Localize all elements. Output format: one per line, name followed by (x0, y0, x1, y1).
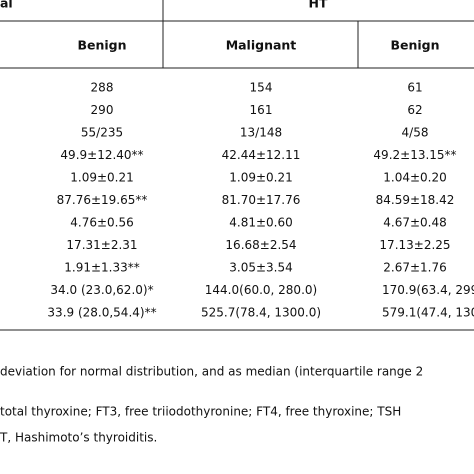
cell: 61 (407, 81, 422, 95)
cell: 170.9(63.4, 299.3 (382, 283, 474, 297)
cell: 16.68±2.54 (225, 238, 296, 252)
cell: 17.13±2.25 (379, 238, 450, 252)
group-header: al (0, 0, 13, 11)
cell: 4/58 (402, 126, 429, 140)
cell: 161 (250, 103, 273, 117)
cell: 84.59±18.42 (376, 193, 455, 207)
column-header: Malignant (226, 38, 297, 53)
cell: 4.67±0.48 (383, 216, 447, 230)
cell: 49.9±12.40** (60, 148, 143, 162)
cell: 87.76±19.65** (57, 193, 148, 207)
column-header: Benign (77, 38, 126, 53)
cell: 62 (407, 103, 422, 117)
cell: 4.76±0.56 (70, 216, 134, 230)
cell: 13/148 (240, 126, 282, 140)
cell: 4.81±0.60 (229, 216, 293, 230)
column-header: Benign (390, 38, 439, 53)
cell: 33.9 (28.0,54.4)** (47, 306, 156, 320)
cell: 42.44±12.11 (222, 148, 301, 162)
cell: 2.67±1.76 (383, 261, 447, 275)
cell: 290 (91, 103, 114, 117)
cell: 17.31±2.31 (66, 238, 137, 252)
cell: 525.7(78.4, 1300.0) (201, 306, 321, 320)
cell: 1.91±1.33** (64, 261, 140, 275)
cell: 1.09±0.21 (229, 171, 293, 185)
footnote: total thyroxine; FT3, free triiodothyron… (0, 405, 401, 419)
group-header: HT (309, 0, 328, 11)
cell: 3.05±3.54 (229, 261, 293, 275)
cell: 34.0 (23.0,62.0)* (50, 283, 153, 297)
cell: 55/235 (81, 126, 123, 140)
cell: 49.2±13.15** (373, 148, 456, 162)
cell: 1.04±0.20 (383, 171, 447, 185)
footnote: deviation for normal distribution, and a… (0, 365, 423, 379)
cell: 144.0(60.0, 280.0) (205, 283, 317, 297)
cell: 154 (250, 81, 273, 95)
footnote: T, Hashimoto’s thyroiditis. (0, 431, 157, 445)
cell: 1.09±0.21 (70, 171, 134, 185)
cell: 579.1(47.4, 1300.0 (382, 306, 474, 320)
cell: 288 (91, 81, 114, 95)
cell: 81.70±17.76 (222, 193, 301, 207)
